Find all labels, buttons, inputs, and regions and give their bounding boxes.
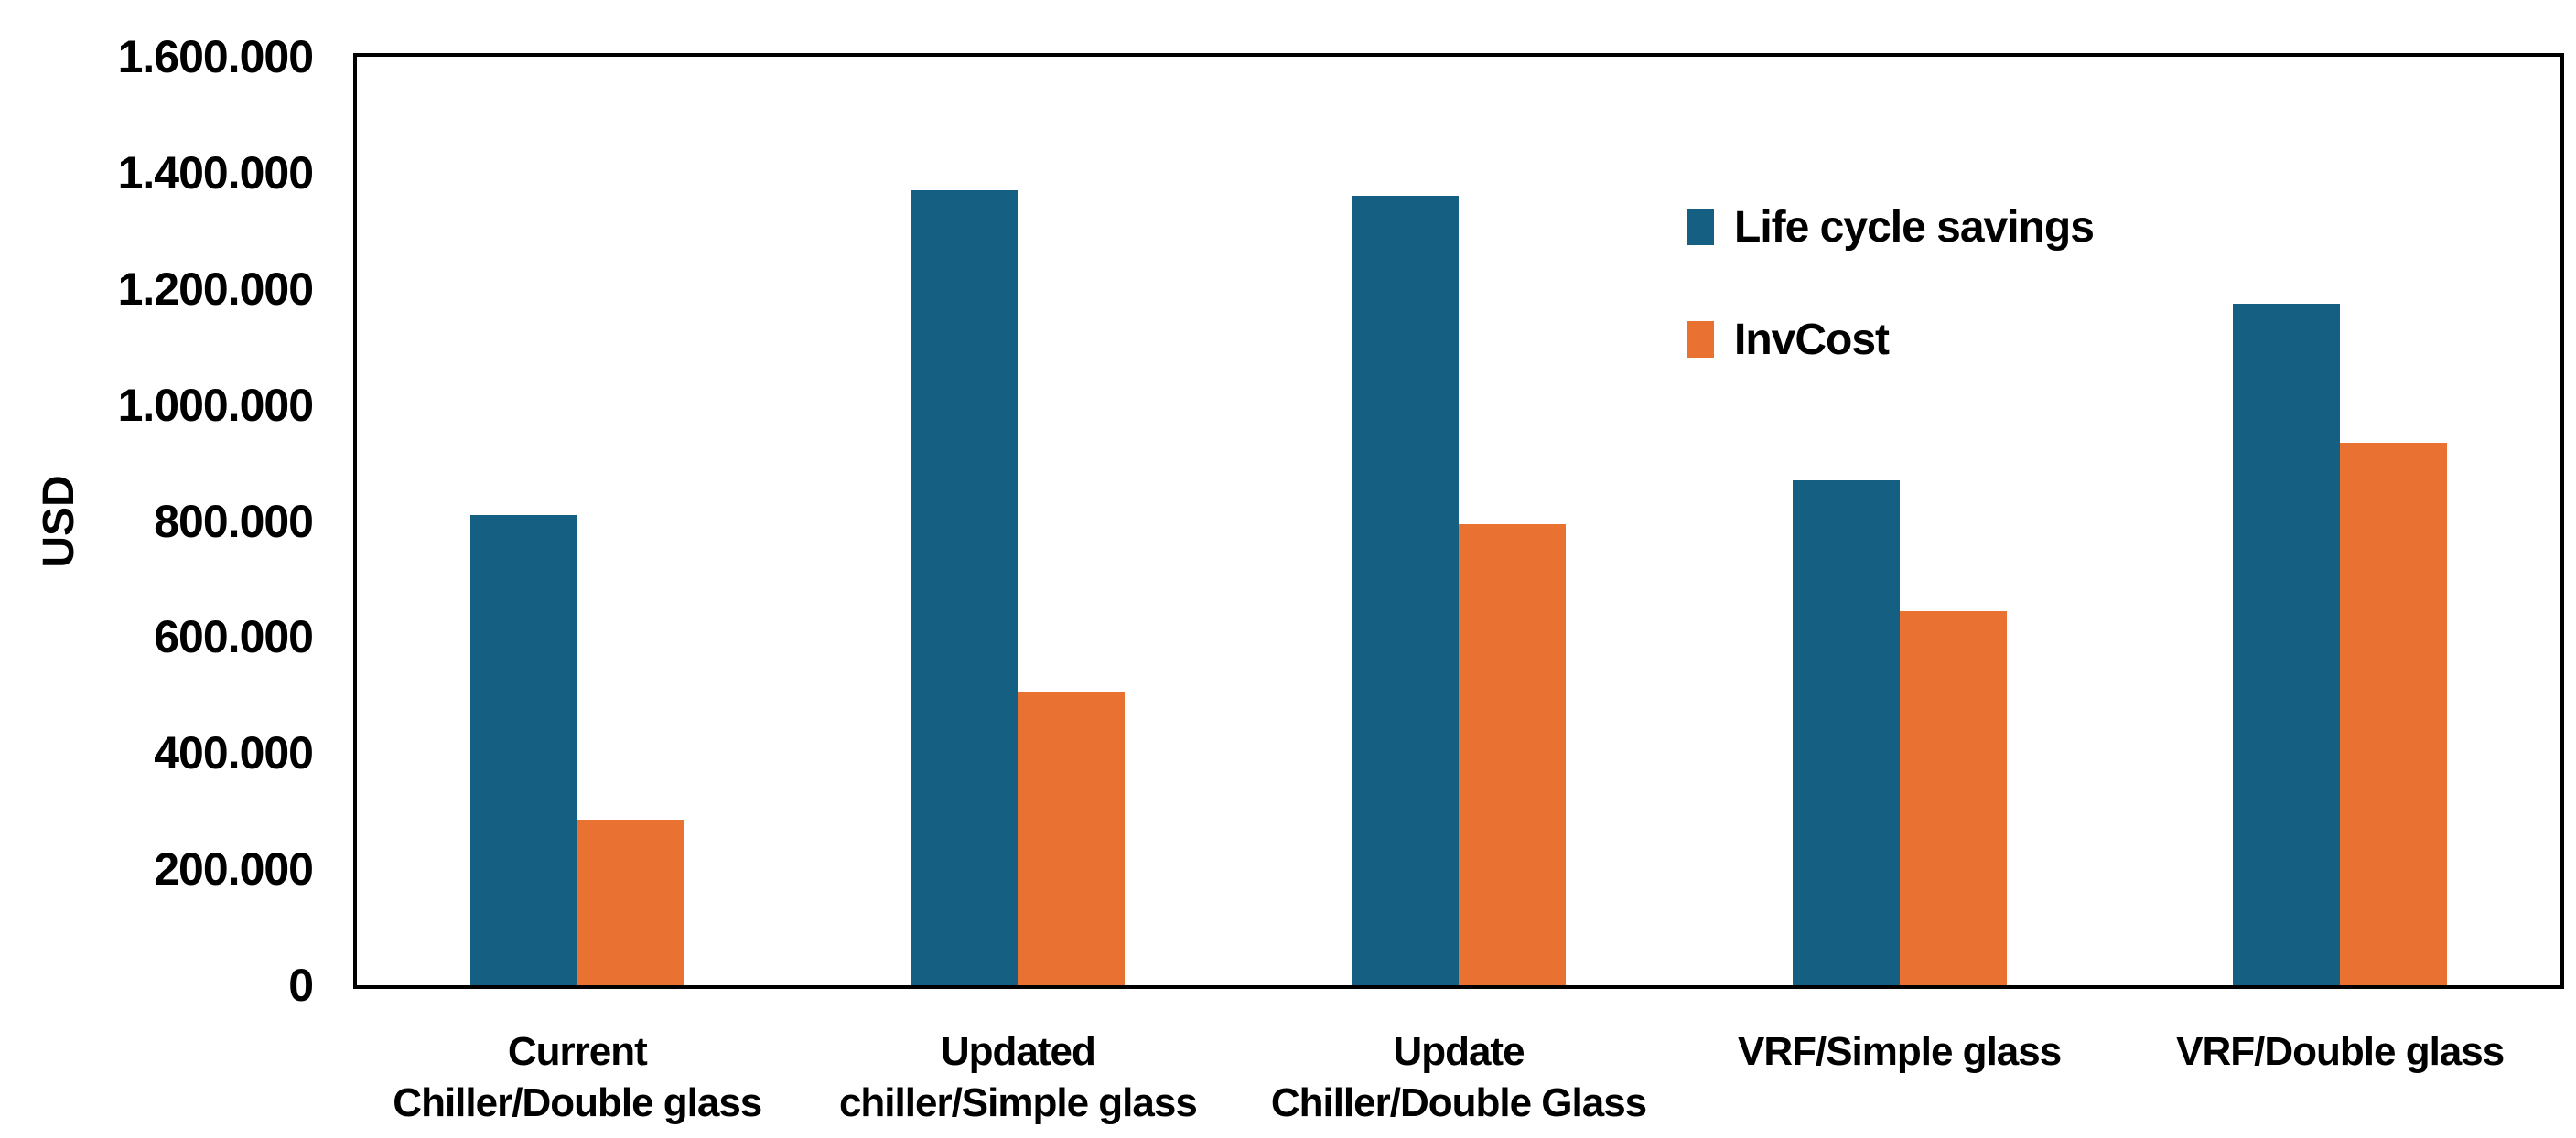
x-category-label-3: Update Chiller/Double Glass <box>1238 1026 1679 1129</box>
legend: Life cycle savings InvCost <box>1687 201 2095 365</box>
x-category-label-line: VRF/Simple glass <box>1737 1029 2062 1074</box>
y-tick-label-8: 1.600.000 <box>117 31 314 82</box>
bar-life-cycle-savings-cat3 <box>1352 196 1459 985</box>
x-category-label-line: Chiller/Double glass <box>393 1080 762 1125</box>
legend-item-invcost: InvCost <box>1687 314 2094 365</box>
plot-area <box>353 53 2564 989</box>
x-category-label-line: Update <box>1393 1029 1525 1074</box>
bar-invcost-cat5 <box>2340 442 2448 985</box>
legend-item-life-cycle-savings: Life cycle savings <box>1687 201 2095 252</box>
y-tick-label-4: 800.000 <box>154 495 314 547</box>
y-axis-title: USD <box>35 475 84 568</box>
bar-life-cycle-savings-cat4 <box>1792 480 1900 985</box>
legend-swatch-icon <box>1687 321 1714 358</box>
x-category-label-1: Current Chiller/Double glass <box>357 1026 798 1129</box>
legend-label: InvCost <box>1734 315 1890 364</box>
x-category-label-2: Updated chiller/Simple glass <box>798 1026 1239 1129</box>
x-category-label-line: VRF/Double glass <box>2176 1029 2505 1074</box>
bar-life-cycle-savings-cat2 <box>911 189 1019 985</box>
bar-life-cycle-savings-cat1 <box>469 515 577 985</box>
x-category-label-line: Current <box>507 1029 648 1074</box>
bar-invcost-cat3 <box>1459 523 1566 985</box>
y-tick-label-1: 200.000 <box>154 843 314 896</box>
y-tick-label-0: 0 <box>288 960 314 1011</box>
x-category-label-5: VRF/Double glass <box>2119 1026 2560 1078</box>
legend-label: Life cycle savings <box>1734 202 2095 252</box>
bar-invcost-cat4 <box>1899 610 2007 985</box>
y-tick-label-3: 600.000 <box>154 611 314 663</box>
bar-life-cycle-savings-cat5 <box>2233 303 2341 985</box>
y-tick-label-7: 1.400.000 <box>117 146 314 199</box>
x-category-label-4: VRF/Simple glass <box>1679 1026 2120 1078</box>
legend-swatch-icon <box>1687 209 1714 245</box>
bar-invcost-cat1 <box>577 820 684 985</box>
y-tick-label-5: 1.000.000 <box>117 379 314 431</box>
y-tick-label-2: 400.000 <box>154 727 314 779</box>
x-category-label-line: Chiller/Double Glass <box>1270 1080 1647 1125</box>
bar-invcost-cat2 <box>1018 692 1126 985</box>
x-category-label-line: Updated <box>940 1029 1096 1074</box>
x-category-label-line: chiller/Simple glass <box>838 1080 1198 1125</box>
y-tick-label-6: 1.200.000 <box>117 263 314 315</box>
